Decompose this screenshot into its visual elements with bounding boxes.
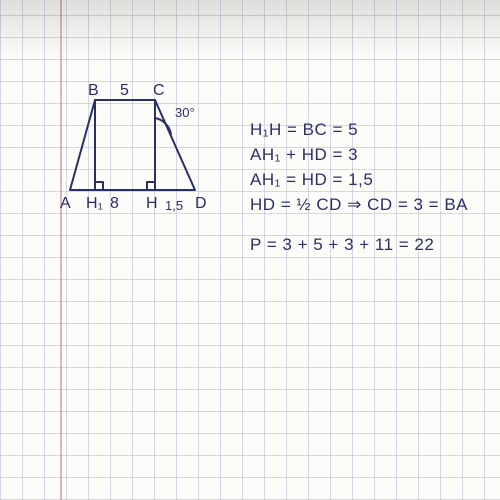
label-c: C: [153, 82, 165, 100]
graph-paper: B C A D H₁ H 5 8 1,5 30° H₁H = BC = 5 AH…: [0, 0, 500, 500]
equation-3: AH₁ = HD = 1,5: [250, 170, 373, 190]
content-area: B C A D H₁ H 5 8 1,5 30° H₁H = BC = 5 AH…: [0, 0, 500, 500]
equation-5: P = 3 + 5 + 3 + 11 = 22: [250, 235, 434, 255]
label-h: H: [146, 195, 158, 213]
equation-2: AH₁ + HD = 3: [250, 145, 358, 165]
label-a: A: [60, 195, 71, 213]
label-angle-30: 30°: [175, 105, 195, 120]
label-d: D: [195, 195, 207, 213]
label-b: B: [88, 82, 99, 100]
label-top-5: 5: [120, 82, 129, 100]
right-angle-h1: [95, 182, 103, 190]
label-hd-1-5: 1,5: [165, 198, 183, 213]
equation-4: HD = ½ CD ⇒ CD = 3 = BA: [250, 195, 468, 215]
label-bottom-8: 8: [110, 195, 119, 213]
label-h1: H₁: [86, 195, 103, 213]
equation-1: H₁H = BC = 5: [250, 120, 358, 140]
right-angle-h: [147, 182, 155, 190]
